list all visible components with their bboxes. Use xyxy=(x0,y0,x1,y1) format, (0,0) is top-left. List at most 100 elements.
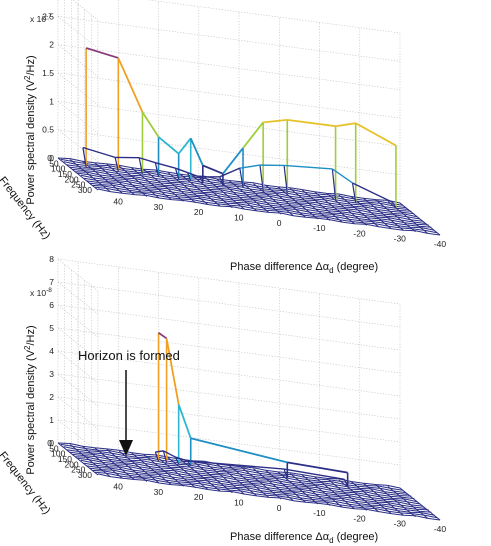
peak-base xyxy=(351,182,357,203)
surface-col xyxy=(314,476,355,510)
peak-base xyxy=(199,176,204,183)
peak-ridge-low xyxy=(331,168,353,184)
surface-col xyxy=(143,168,184,202)
z-tick-label: 8 xyxy=(49,254,54,264)
surface-col xyxy=(106,164,148,197)
x-tick-label: -40 xyxy=(434,239,447,249)
peak-base xyxy=(154,162,160,177)
y-tick-label: 0 xyxy=(47,438,52,448)
surface-col xyxy=(204,461,245,495)
peak-ridge xyxy=(355,122,397,147)
surface-peaks xyxy=(82,47,397,209)
surface-col xyxy=(155,170,197,204)
z-axis-label: Power spectral density (V2/Hz) xyxy=(23,325,37,474)
grid-line-z-side xyxy=(57,281,99,315)
peak-base xyxy=(219,176,224,186)
surface-col xyxy=(265,184,306,218)
surface-col xyxy=(204,176,245,210)
x-tick-label: -20 xyxy=(353,228,366,238)
x-tick-label: -40 xyxy=(434,524,447,534)
peak-base xyxy=(187,460,192,467)
peak-ridge xyxy=(263,118,288,124)
surface-col xyxy=(277,471,319,505)
peak-ridge-low xyxy=(175,456,188,462)
surface-col xyxy=(94,447,135,481)
grid-line-z xyxy=(146,0,401,34)
peak-base xyxy=(82,147,87,168)
surface-col xyxy=(57,442,99,476)
surface-col xyxy=(167,172,209,205)
z-tick-label: 0 xyxy=(49,153,54,163)
x-ticks: 40 30 20 10 0 -10 -20 -30 -40 xyxy=(113,197,446,249)
surface-col xyxy=(192,460,233,494)
surface-floor xyxy=(57,442,441,521)
x-tick-label: -10 xyxy=(313,223,326,233)
peak-ridge xyxy=(177,404,192,439)
surface-row xyxy=(63,446,406,494)
z-axis-label: Power spectral density (V2/Hz) xyxy=(23,55,37,204)
peak-base xyxy=(283,165,288,194)
peak-base xyxy=(259,165,264,191)
y-tick-label: 200 xyxy=(64,459,78,469)
peak-ridge-low xyxy=(187,460,285,470)
peak-base xyxy=(331,168,337,200)
surface-floor xyxy=(57,157,441,236)
z-tick-label: 2 xyxy=(49,392,54,402)
y-tick-label: 300 xyxy=(78,470,92,480)
surface-row xyxy=(83,462,426,509)
surface-row xyxy=(63,161,406,209)
peak-ridge-low xyxy=(155,450,164,453)
peak-ridge xyxy=(85,47,119,59)
peak-base xyxy=(283,468,288,479)
x-tick-label: -30 xyxy=(394,519,407,529)
peak-base xyxy=(138,157,144,175)
z-tick-label: 2 xyxy=(49,40,54,50)
y-tick-label: 150 xyxy=(58,454,72,464)
surface-col xyxy=(326,477,368,511)
x-tick-label: 40 xyxy=(113,482,123,492)
surface-col xyxy=(106,449,148,482)
peak-base xyxy=(343,479,349,487)
surface-chart-top: 00.511.522.53x 10-7403020100-10-20-30-40… xyxy=(0,0,446,275)
y-tick-label: 0 xyxy=(47,153,52,163)
x-axis-label: Phase difference Δαd (degree) xyxy=(230,531,378,545)
x-tick-label: 30 xyxy=(154,202,164,212)
surface-col xyxy=(155,455,197,489)
peak-ridge xyxy=(117,57,144,113)
surface-col xyxy=(363,482,404,516)
z-tick-label: 3 xyxy=(49,369,54,379)
surface-col xyxy=(326,192,368,226)
surface-col xyxy=(118,165,160,199)
surface-col xyxy=(179,173,221,207)
peak-ridge xyxy=(287,461,348,474)
surface-col xyxy=(387,486,429,519)
surface-col xyxy=(143,453,184,487)
surface-col xyxy=(289,188,331,221)
peak-base xyxy=(174,456,180,465)
x-axis-label: Phase difference Δαd (degree) xyxy=(230,261,378,275)
surface-col xyxy=(94,162,135,196)
peak-ridge xyxy=(242,121,264,149)
surface-row xyxy=(86,180,429,226)
y-tick-label: 250 xyxy=(71,465,85,475)
y-tick-label: 50 xyxy=(49,443,59,453)
grid-line-z xyxy=(57,72,401,119)
surface-col xyxy=(277,186,319,220)
surface-row xyxy=(86,465,429,511)
peak-ridge-low xyxy=(82,146,116,159)
grid-line-z-side xyxy=(57,373,99,407)
annotation-arrow-head xyxy=(119,440,133,456)
surface-col xyxy=(314,191,355,225)
x-tick-label: 20 xyxy=(194,492,204,502)
surface-col xyxy=(265,469,306,503)
surface-col xyxy=(387,201,429,234)
surface-col xyxy=(216,463,258,497)
surface-col xyxy=(289,473,331,506)
surface-row xyxy=(66,164,409,210)
surface-col xyxy=(228,180,270,213)
peak-ridge-low xyxy=(219,167,241,178)
z-tick-label: 4 xyxy=(49,346,54,356)
